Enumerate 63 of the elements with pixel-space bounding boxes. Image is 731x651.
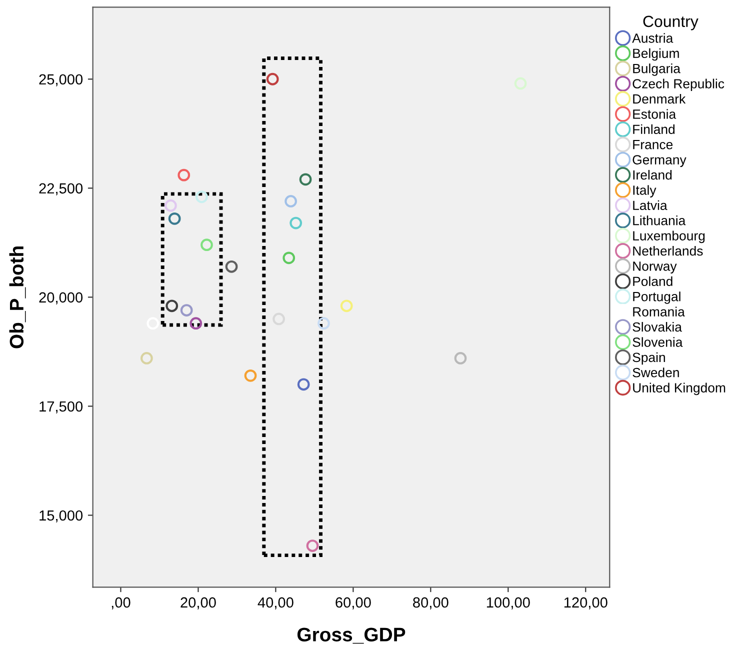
point <box>146 317 160 330</box>
x-axis-title: Gross_GDP <box>297 628 406 644</box>
legend-label: Ireland <box>633 170 672 180</box>
y-axis-title: Ob_P_both <box>9 246 26 348</box>
legend-label: Romania <box>633 306 685 316</box>
legend-label: United Kingdom <box>633 382 726 396</box>
x-tick-label: ,00 <box>112 597 130 610</box>
point <box>244 369 257 382</box>
point <box>225 260 238 273</box>
point <box>272 312 285 326</box>
legend-label: Bulgaria <box>633 64 680 76</box>
point <box>282 252 296 264</box>
legend-label: Estonia <box>633 109 676 119</box>
point <box>180 304 193 316</box>
point <box>299 173 312 186</box>
y-tick-label: 22,500 <box>39 183 83 196</box>
point <box>166 300 178 312</box>
point <box>454 352 467 364</box>
point <box>297 378 310 391</box>
y-tick-label: 20,000 <box>39 292 83 304</box>
point <box>164 199 177 212</box>
point <box>196 190 208 204</box>
point <box>200 238 213 252</box>
legend-label: Italy <box>633 185 656 198</box>
point <box>284 195 298 208</box>
x-tick-label: 40,00 <box>258 597 294 610</box>
y-tick-label: 25,000 <box>39 74 83 86</box>
point <box>306 540 319 552</box>
legend-label: Austria <box>632 33 674 43</box>
legend-label: Portugal <box>633 292 680 304</box>
point <box>168 212 181 225</box>
legend-label: Poland <box>633 276 672 286</box>
point <box>266 72 279 86</box>
legend-label: Norway <box>633 262 677 274</box>
legend-label: Netherlands <box>633 246 703 256</box>
x-tick-label: 120,00 <box>564 597 608 610</box>
legend-label: Finland <box>633 124 675 134</box>
y-tick-label: 17,500 <box>40 401 83 414</box>
legend-title: Country <box>643 16 698 30</box>
x-tick-label: 20,00 <box>180 597 216 610</box>
point <box>340 300 353 312</box>
point <box>140 352 153 364</box>
point <box>290 216 302 230</box>
point <box>318 317 330 330</box>
legend-label: Luxembourg <box>633 230 705 244</box>
legend-label: Czech Republic <box>632 78 724 92</box>
legend-label: Slovakia <box>632 322 682 332</box>
point <box>190 317 202 330</box>
x-tick-label: 80,00 <box>413 597 448 610</box>
x-tick-label: 60,00 <box>336 597 371 610</box>
y-tick-label: 15,000 <box>40 510 83 522</box>
legend-label: Slovenia <box>632 337 683 347</box>
legend-label: Germany <box>632 155 686 168</box>
legend-label: Lithuania <box>633 216 686 226</box>
point <box>514 77 527 90</box>
legend-label: France <box>633 140 673 150</box>
legend-label: Denmark <box>633 94 686 104</box>
x-tick-label: 100,00 <box>486 597 530 610</box>
legend-label: Latvia <box>633 200 668 210</box>
legend-label: Sweden <box>632 368 679 378</box>
legend-label: Belgium <box>633 48 679 61</box>
legend-label: Spain <box>632 352 665 365</box>
point <box>178 168 190 182</box>
